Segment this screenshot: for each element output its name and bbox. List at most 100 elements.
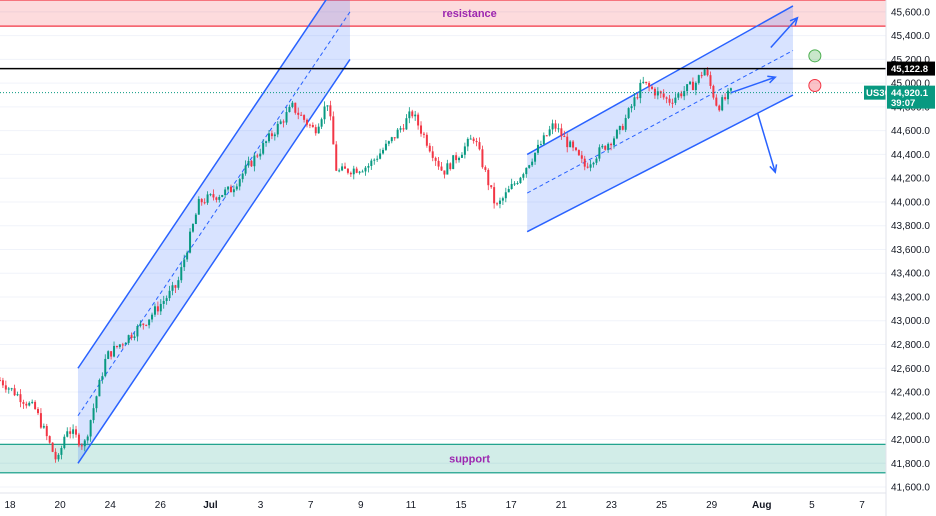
candle-body [270,133,273,137]
y-tick-label: 44,000.0 [891,197,930,208]
channel-2-fill [527,5,793,232]
marker-2[interactable] [808,79,822,93]
candle-body [358,171,361,173]
y-tick-label: 41,600.0 [891,483,930,494]
candle-body [37,409,40,414]
candle-body [0,380,1,382]
candle-body [124,342,127,345]
candle-body [484,167,487,170]
candle-body [288,106,291,113]
candle-body [384,143,387,150]
y-tick-label: 43,600.0 [891,245,930,256]
candle-body [332,116,335,145]
candle-body [601,145,604,148]
candle-body [469,138,472,140]
candle-body [651,86,654,89]
candle-body [595,158,598,163]
current-price-label: 44,920.1 [891,88,929,99]
candle-body [656,91,659,96]
arrow-head-3 [789,16,799,26]
candle-body [542,135,545,145]
candle-body [186,252,189,260]
candle-body [66,431,69,437]
candle-body [48,436,51,443]
candle-body [180,267,183,281]
candle-body [691,81,694,91]
candle-body [367,165,370,168]
candle-body [411,111,414,117]
candle-body [80,445,83,447]
candle-body [607,143,610,150]
candle-body [130,335,133,338]
marker-1[interactable] [808,49,822,63]
arrow-up-3 [770,17,798,49]
candle-body [674,97,677,103]
candle-body [355,168,358,173]
candle-body [463,146,466,155]
y-tick-label: 44,600.0 [891,126,930,137]
candle-body [77,434,80,446]
candle-body [662,93,665,98]
candle-body [519,177,522,184]
candle-body [98,379,101,397]
candle-body [317,126,320,134]
candle-body [387,141,390,144]
y-tick-label: 44,200.0 [891,174,930,185]
candle-body [455,155,458,161]
candle-body [1,380,4,386]
candle-body [69,431,72,434]
markers [808,49,822,93]
candle-body [244,165,247,174]
candle-body [39,413,42,428]
candle-body [308,124,311,126]
symbol-tag[interactable] [864,85,886,100]
x-tick-label: 26 [155,500,167,511]
x-tick-label: 11 [406,500,417,511]
candle-body [496,203,499,205]
symbol-label: US30 [866,88,890,99]
candle-body [25,403,28,406]
candle-body [472,138,475,141]
candle-body [402,128,405,130]
current-price-tag [887,85,935,109]
candle-body [133,336,136,338]
candle-body [563,136,566,138]
channel-1-upper [77,0,327,369]
candle-body [72,429,75,434]
y-tick-label: 43,200.0 [891,292,930,303]
candle-body [285,112,288,123]
candle-body [212,194,215,198]
candle-body [51,442,54,452]
support-zone [0,444,886,473]
candle-body [104,358,107,377]
candle-body [247,160,250,166]
candle-body [498,200,501,204]
candle-body [382,149,385,154]
candle-body [677,93,680,98]
candle-body [221,195,224,197]
candle-body [303,115,306,120]
candle-body [399,128,402,130]
horizontal-line-tag-label: 45,122.8 [891,64,928,75]
candle-body [338,170,341,172]
candle-body [229,186,232,193]
candle-body [610,143,613,146]
candle-body [4,385,7,390]
candle-body [636,97,639,99]
y-axis[interactable]: 41,600.0 41,800.0 42,000.0 42,200.0 42,400.0… [864,0,936,516]
candle-body [305,119,308,125]
candle-body [341,166,344,171]
candle-body [536,144,539,153]
candle-body [548,129,551,136]
candle-body [232,189,235,193]
candle-body [10,388,13,390]
x-tick-label: 5 [809,500,815,511]
candle-body [352,168,355,175]
candle-body [434,157,437,161]
x-tick-label: 18 [4,500,16,511]
candle-body [206,194,209,203]
candle-body [294,102,297,113]
